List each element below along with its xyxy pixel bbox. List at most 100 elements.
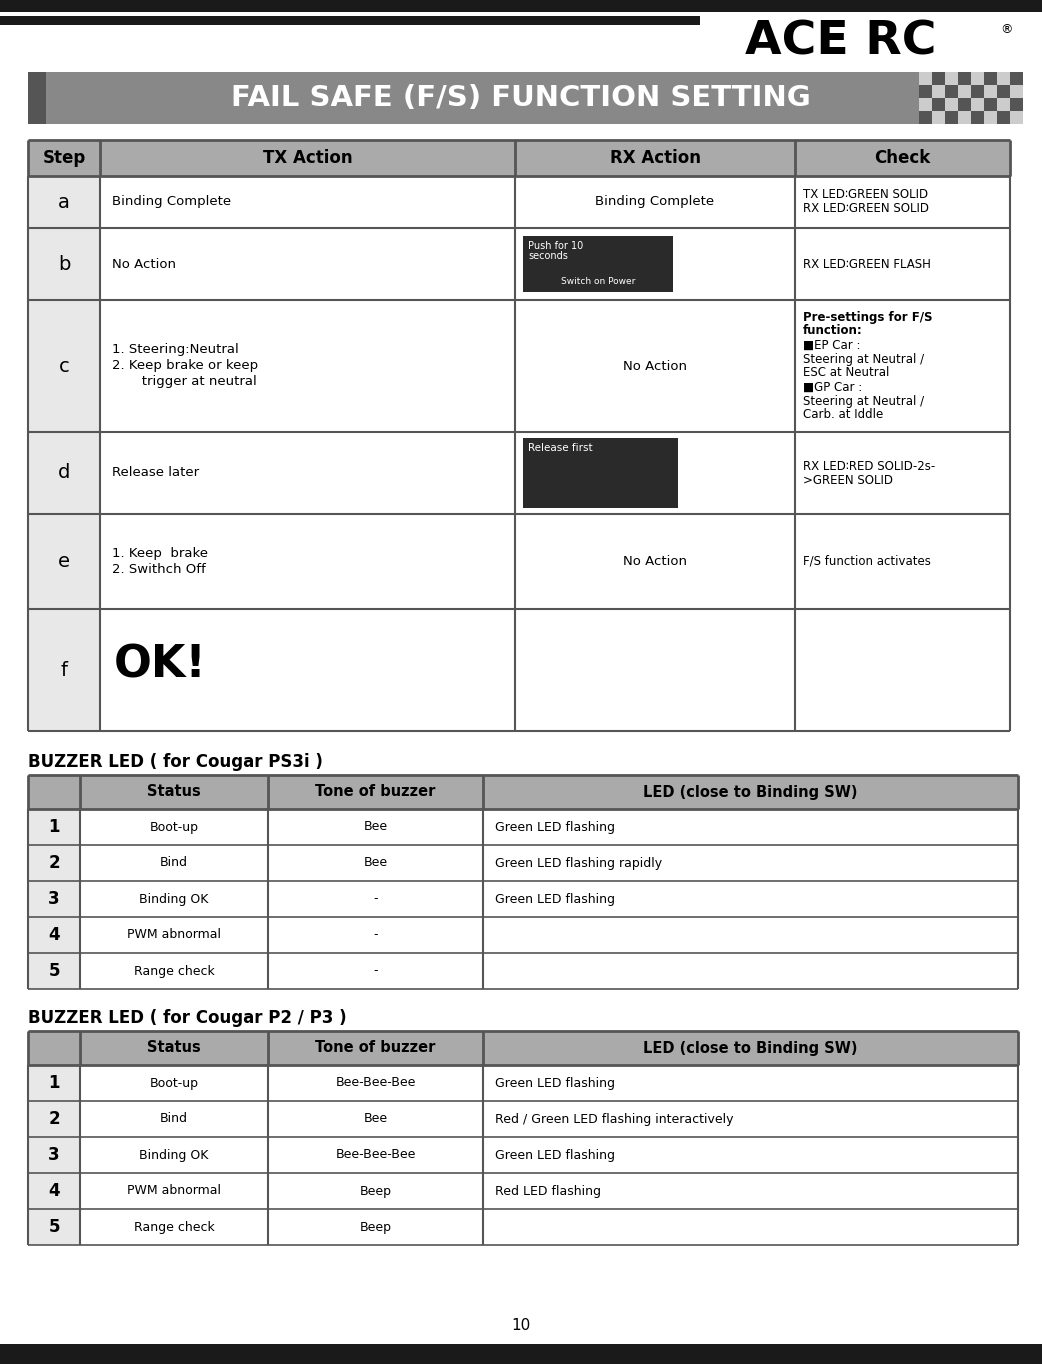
Bar <box>28 72 46 124</box>
Bar <box>984 85 997 98</box>
Bar <box>958 98 971 110</box>
Text: Red / Green LED flashing interactively: Red / Green LED flashing interactively <box>495 1113 734 1125</box>
Text: Boot-up: Boot-up <box>149 821 198 833</box>
Text: 1: 1 <box>48 1073 59 1093</box>
Text: Pre-settings for F/S: Pre-settings for F/S <box>803 311 933 323</box>
Bar <box>1010 98 1023 110</box>
Bar <box>523 438 678 507</box>
Text: OK!: OK! <box>114 644 206 686</box>
Text: RX LED∶RED SOLID-2s-: RX LED∶RED SOLID-2s- <box>803 460 936 472</box>
Text: 5: 5 <box>48 1218 59 1236</box>
Text: d: d <box>57 464 70 483</box>
Text: Green LED flashing: Green LED flashing <box>495 821 615 833</box>
Text: Bee: Bee <box>364 857 388 869</box>
Text: TX LED∶GREEN SOLID: TX LED∶GREEN SOLID <box>803 188 928 202</box>
Text: 1. Keep  brake: 1. Keep brake <box>111 547 208 561</box>
Text: PWM abnormal: PWM abnormal <box>127 1184 221 1198</box>
Bar <box>997 110 1010 124</box>
Text: Range check: Range check <box>133 1221 215 1233</box>
Text: ■GP Car :: ■GP Car : <box>803 381 862 393</box>
Text: 3: 3 <box>48 889 59 908</box>
Text: LED (close to Binding SW): LED (close to Binding SW) <box>643 784 858 799</box>
Text: 1. Steering:Neutral: 1. Steering:Neutral <box>111 344 239 356</box>
Bar <box>945 72 958 85</box>
Text: Bee-Bee-Bee: Bee-Bee-Bee <box>336 1148 416 1162</box>
Bar <box>932 85 945 98</box>
Text: FAIL SAFE (F/S) FUNCTION SETTING: FAIL SAFE (F/S) FUNCTION SETTING <box>231 85 811 112</box>
Text: No Action: No Action <box>111 258 176 270</box>
Text: 2. Swithch Off: 2. Swithch Off <box>111 563 205 576</box>
Text: ACE RC: ACE RC <box>745 19 937 64</box>
Text: LED (close to Binding SW): LED (close to Binding SW) <box>643 1041 858 1056</box>
Text: TX Action: TX Action <box>263 149 352 166</box>
Text: Release first: Release first <box>528 443 593 453</box>
Text: 2: 2 <box>48 1110 59 1128</box>
Text: 3: 3 <box>48 1146 59 1163</box>
Bar <box>0 16 700 25</box>
Bar <box>28 608 100 731</box>
Text: Step: Step <box>43 149 85 166</box>
Bar <box>997 72 1010 85</box>
Text: Green LED flashing: Green LED flashing <box>495 892 615 906</box>
Text: Binding Complete: Binding Complete <box>595 195 715 209</box>
Bar <box>945 85 958 98</box>
Bar <box>945 98 958 110</box>
Text: 4: 4 <box>48 1183 59 1200</box>
Text: Release later: Release later <box>111 466 199 480</box>
Text: 10: 10 <box>512 1319 530 1334</box>
Text: Tone of buzzer: Tone of buzzer <box>316 1041 436 1056</box>
Bar <box>28 228 100 300</box>
Text: -: - <box>373 964 378 978</box>
Bar <box>28 140 1010 176</box>
Text: ®: ® <box>1000 23 1013 37</box>
Bar <box>997 98 1010 110</box>
Bar <box>28 1173 80 1209</box>
Text: ■EP Car :: ■EP Car : <box>803 338 861 352</box>
Text: Status: Status <box>147 784 201 799</box>
Text: F/S function activates: F/S function activates <box>803 555 931 567</box>
Bar <box>919 110 932 124</box>
Text: RX LED∶GREEN FLASH: RX LED∶GREEN FLASH <box>803 258 931 270</box>
Text: Green LED flashing: Green LED flashing <box>495 1148 615 1162</box>
Text: Beep: Beep <box>359 1184 392 1198</box>
Bar <box>971 72 984 85</box>
Text: -: - <box>373 892 378 906</box>
Text: Steering at Neutral /: Steering at Neutral / <box>803 352 924 366</box>
Text: Tone of buzzer: Tone of buzzer <box>316 784 436 799</box>
Bar <box>28 1031 1018 1065</box>
Bar <box>958 85 971 98</box>
Text: Status: Status <box>147 1041 201 1056</box>
Bar <box>971 110 984 124</box>
Text: Green LED flashing: Green LED flashing <box>495 1076 615 1090</box>
Bar <box>1010 110 1023 124</box>
Bar <box>945 110 958 124</box>
Bar <box>984 98 997 110</box>
Text: Boot-up: Boot-up <box>149 1076 198 1090</box>
Text: seconds: seconds <box>528 251 568 261</box>
Text: 1: 1 <box>48 818 59 836</box>
Bar <box>0 1344 1042 1364</box>
Bar <box>958 110 971 124</box>
Bar <box>932 110 945 124</box>
Text: Push for 10: Push for 10 <box>528 241 584 251</box>
Bar <box>932 98 945 110</box>
Text: Bee: Bee <box>364 1113 388 1125</box>
Text: Bind: Bind <box>160 857 188 869</box>
Bar <box>28 1209 80 1245</box>
Text: b: b <box>57 255 70 274</box>
Text: Switch on Power: Switch on Power <box>561 277 636 286</box>
Text: c: c <box>58 356 70 375</box>
Text: -: - <box>373 929 378 941</box>
Text: Binding OK: Binding OK <box>140 1148 208 1162</box>
Bar <box>28 176 100 228</box>
Text: RX LED∶GREEN SOLID: RX LED∶GREEN SOLID <box>803 202 929 216</box>
Text: Bind: Bind <box>160 1113 188 1125</box>
Text: Steering at Neutral /: Steering at Neutral / <box>803 394 924 408</box>
Text: RX Action: RX Action <box>610 149 700 166</box>
Bar <box>523 236 673 292</box>
Text: e: e <box>58 552 70 572</box>
Text: Carb. at Iddle: Carb. at Iddle <box>803 408 884 421</box>
Bar <box>971 85 984 98</box>
Text: BUZZER LED ( for Cougar P2 / P3 ): BUZZER LED ( for Cougar P2 / P3 ) <box>28 1009 347 1027</box>
Text: Bee-Bee-Bee: Bee-Bee-Bee <box>336 1076 416 1090</box>
